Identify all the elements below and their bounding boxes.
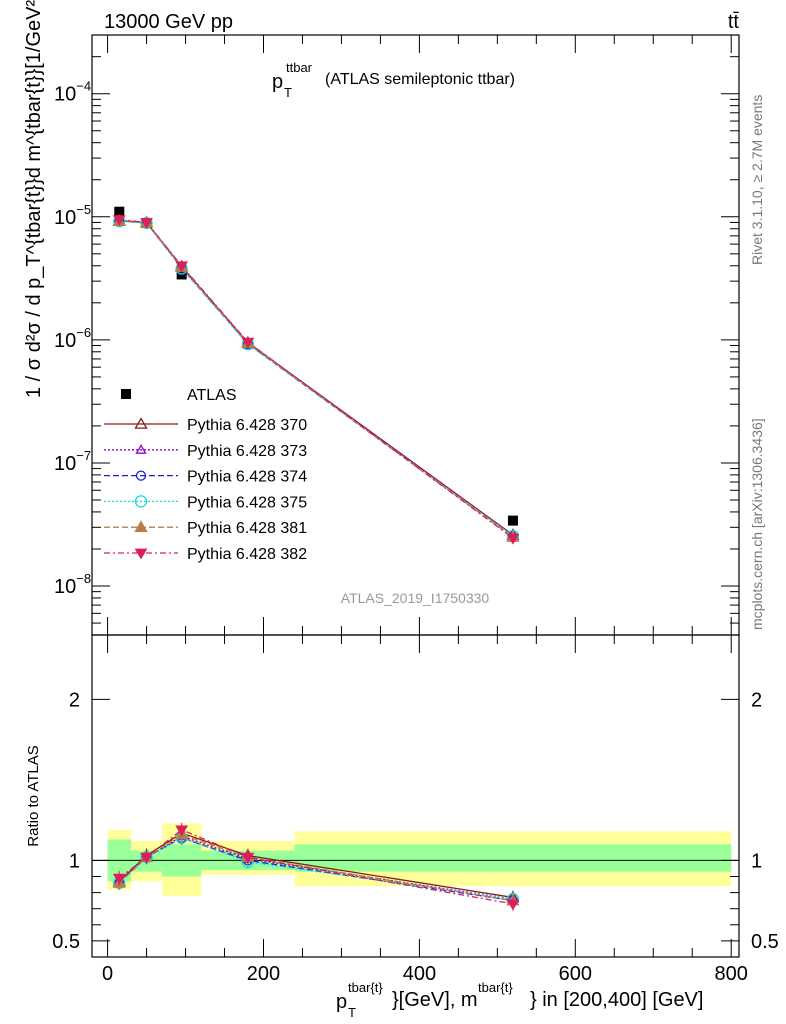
main-frame — [91, 34, 740, 636]
legend-marker-pythia-6-428-375 — [134, 495, 148, 508]
legend-marker-pythia-6-428-370 — [134, 417, 148, 429]
xlabel-end: } in [200,400] [GeV] — [530, 989, 703, 1011]
legend-marker-pythia-6-428-374 — [135, 470, 147, 481]
legend-label-pythia-6-428-373: Pythia 6.428 373 — [187, 443, 307, 460]
main-ylabel: 1 / σ d²σ / d p_T^{tbar{t}}d m^{tbar{t}}… — [23, 0, 45, 398]
legend-marker-pythia-6-428-381-shape — [134, 520, 148, 532]
title-sup: ttbar — [286, 60, 313, 75]
main-ytick-label-4: 10−4 — [54, 79, 91, 106]
legend-label-pythia-6-428-381: Pythia 6.428 381 — [187, 520, 307, 537]
ratio-ytick-label-0: 0.5 — [52, 931, 80, 953]
main-plot-marks — [112, 206, 520, 545]
xlabel-p: p — [336, 991, 347, 1013]
ratio-ytick-label-right-2: 2 — [751, 689, 762, 711]
legend-item-pythia-6-428-374: Pythia 6.428 374 — [104, 469, 307, 486]
legend-marker-pythia-6-428-373-shape — [135, 443, 147, 454]
legend: ATLAS Pythia 6.428 370 Pythia 6.428 373 Py… — [104, 387, 307, 563]
main-panel: 10−8 10−7 10−6 10−5 10−4 p T ttbar (ATLAS se… — [23, 0, 740, 636]
mcplots-label: mcplots.cern.ch [arXiv:1306.3436] — [749, 418, 765, 630]
ratio-frame — [91, 634, 740, 958]
ratio-ytick-label-2: 2 — [69, 689, 80, 711]
ratio-line-pythia-6-428-381 — [118, 833, 514, 902]
legend-label-pythia-6-428-375: Pythia 6.428 375 — [187, 494, 307, 511]
main-point-pythia-6-428-382-shape — [175, 261, 189, 273]
legend-label-pythia-6-428-370: Pythia 6.428 370 — [187, 417, 307, 434]
main-point-pythia-6-428-382-shape — [140, 218, 153, 229]
ratio-point-pythia-6-428-382-shape — [241, 852, 255, 864]
title-p: p — [272, 71, 283, 93]
legend-marker-pythia-6-428-382-shape — [134, 548, 148, 560]
ratio-ytick-label-1: 1 — [69, 850, 80, 872]
main-point-pythia-6-428-382 — [506, 533, 520, 545]
atlas-data-point — [507, 515, 518, 526]
energy-label: 13000 GeV pp — [104, 11, 233, 33]
xtick-label-1: 200 — [247, 963, 280, 985]
legend-item-pythia-6-428-381: Pythia 6.428 381 — [104, 520, 307, 537]
xlabel-mid: }[GeV], m — [392, 989, 478, 1011]
xtick-label-4: 800 — [715, 963, 748, 985]
process-label: tt̄ — [728, 11, 740, 33]
ratio-point-pythia-6-428-382 — [506, 899, 520, 911]
main-point-pythia-6-428-382 — [140, 218, 153, 229]
ratio-ytick-label-right-0: 0.5 — [751, 931, 779, 953]
legend-marker-pythia-6-428-382 — [134, 548, 148, 560]
main-point-pythia-6-428-382-shape — [506, 533, 520, 545]
ratio-point-pythia-6-428-382-shape — [175, 825, 189, 837]
legend-marker-pythia-6-428-375-shape — [134, 495, 148, 508]
x-axis-title: p T tbar{t} }[GeV], m tbar{t} } in [200,… — [336, 980, 703, 1020]
xtick-label-2: 400 — [403, 963, 436, 985]
title-sub: T — [284, 85, 292, 100]
analysis-id: ATLAS_2019_I1750330 — [341, 590, 490, 606]
xlabel-sup2: tbar{t} — [478, 980, 513, 995]
ratio-line-pythia-6-428-382 — [118, 829, 514, 905]
main-point-pythia-6-428-382-shape — [241, 337, 255, 349]
ratio-point-pythia-6-428-382 — [112, 873, 126, 885]
ratio-point-pythia-6-428-382-shape — [140, 852, 153, 864]
main-point-pythia-6-428-382-shape — [112, 215, 126, 227]
main-point-pythia-6-428-382 — [112, 215, 126, 227]
main-ytick-label-3: 10−5 — [54, 202, 91, 229]
legend-item-atlas: ATLAS — [121, 387, 237, 404]
ratio-ytick-label-right-1: 1 — [751, 850, 762, 872]
ratio-point-pythia-6-428-382 — [140, 852, 153, 864]
ratio-point-pythia-6-428-382-shape — [506, 899, 520, 911]
legend-marker-pythia-6-428-374-shape — [135, 470, 147, 481]
xlabel-sup1: tbar{t} — [348, 980, 383, 995]
main-point-pythia-6-428-382 — [241, 337, 255, 349]
xlabel-sub: T — [348, 1005, 356, 1020]
main-title: p T ttbar (ATLAS semileptonic ttbar) — [272, 60, 515, 100]
legend-label-pythia-6-428-374: Pythia 6.428 374 — [187, 469, 307, 486]
legend-marker-pythia-6-428-370-shape — [134, 417, 148, 429]
xtick-label-3: 600 — [559, 963, 592, 985]
title-rest: (ATLAS semileptonic ttbar) — [325, 71, 515, 88]
legend-item-pythia-6-428-375: Pythia 6.428 375 — [104, 494, 307, 511]
atlas-data-point — [114, 206, 125, 217]
legend-item-pythia-6-428-370: Pythia 6.428 370 — [104, 417, 307, 434]
ratio-point-pythia-6-428-382-shape — [112, 873, 126, 885]
legend-marker-pythia-6-428-373 — [135, 443, 147, 454]
main-line-pythia-6-428-382 — [119, 218, 514, 539]
xtick-label-0: 0 — [102, 963, 113, 985]
main-ytick-label-1: 10−7 — [54, 448, 91, 475]
main-ytick-label-0: 10−8 — [54, 571, 91, 598]
ratio-point-pythia-6-428-382 — [175, 825, 189, 837]
stat-band-4 — [294, 844, 732, 872]
main-ytick-label-2: 10−6 — [54, 325, 91, 352]
rivet-label: Rivet 3.1.10, ≥ 2.7M events — [749, 95, 765, 265]
legend-marker-atlas — [121, 389, 131, 399]
legend-label-pythia-6-428-382: Pythia 6.428 382 — [187, 546, 307, 563]
main-point-pythia-6-428-382 — [175, 261, 189, 273]
legend-label-atlas: ATLAS — [187, 387, 237, 404]
legend-marker-pythia-6-428-381 — [134, 520, 148, 532]
legend-item-pythia-6-428-373: Pythia 6.428 373 — [104, 443, 307, 460]
ratio-plot-marks — [112, 822, 520, 911]
ratio-ylabel: Ratio to ATLAS — [25, 745, 42, 846]
legend-item-pythia-6-428-382: Pythia 6.428 382 — [104, 546, 307, 563]
main-axes: 10−8 10−7 10−6 10−5 10−4 — [54, 35, 739, 635]
ratio-uncertainty-bands — [92, 823, 739, 896]
ratio-point-pythia-6-428-382 — [241, 852, 255, 864]
